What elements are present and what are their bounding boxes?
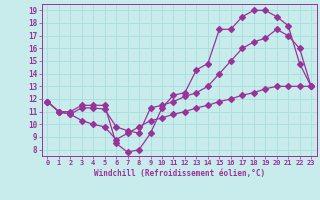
X-axis label: Windchill (Refroidissement éolien,°C): Windchill (Refroidissement éolien,°C)	[94, 169, 265, 178]
